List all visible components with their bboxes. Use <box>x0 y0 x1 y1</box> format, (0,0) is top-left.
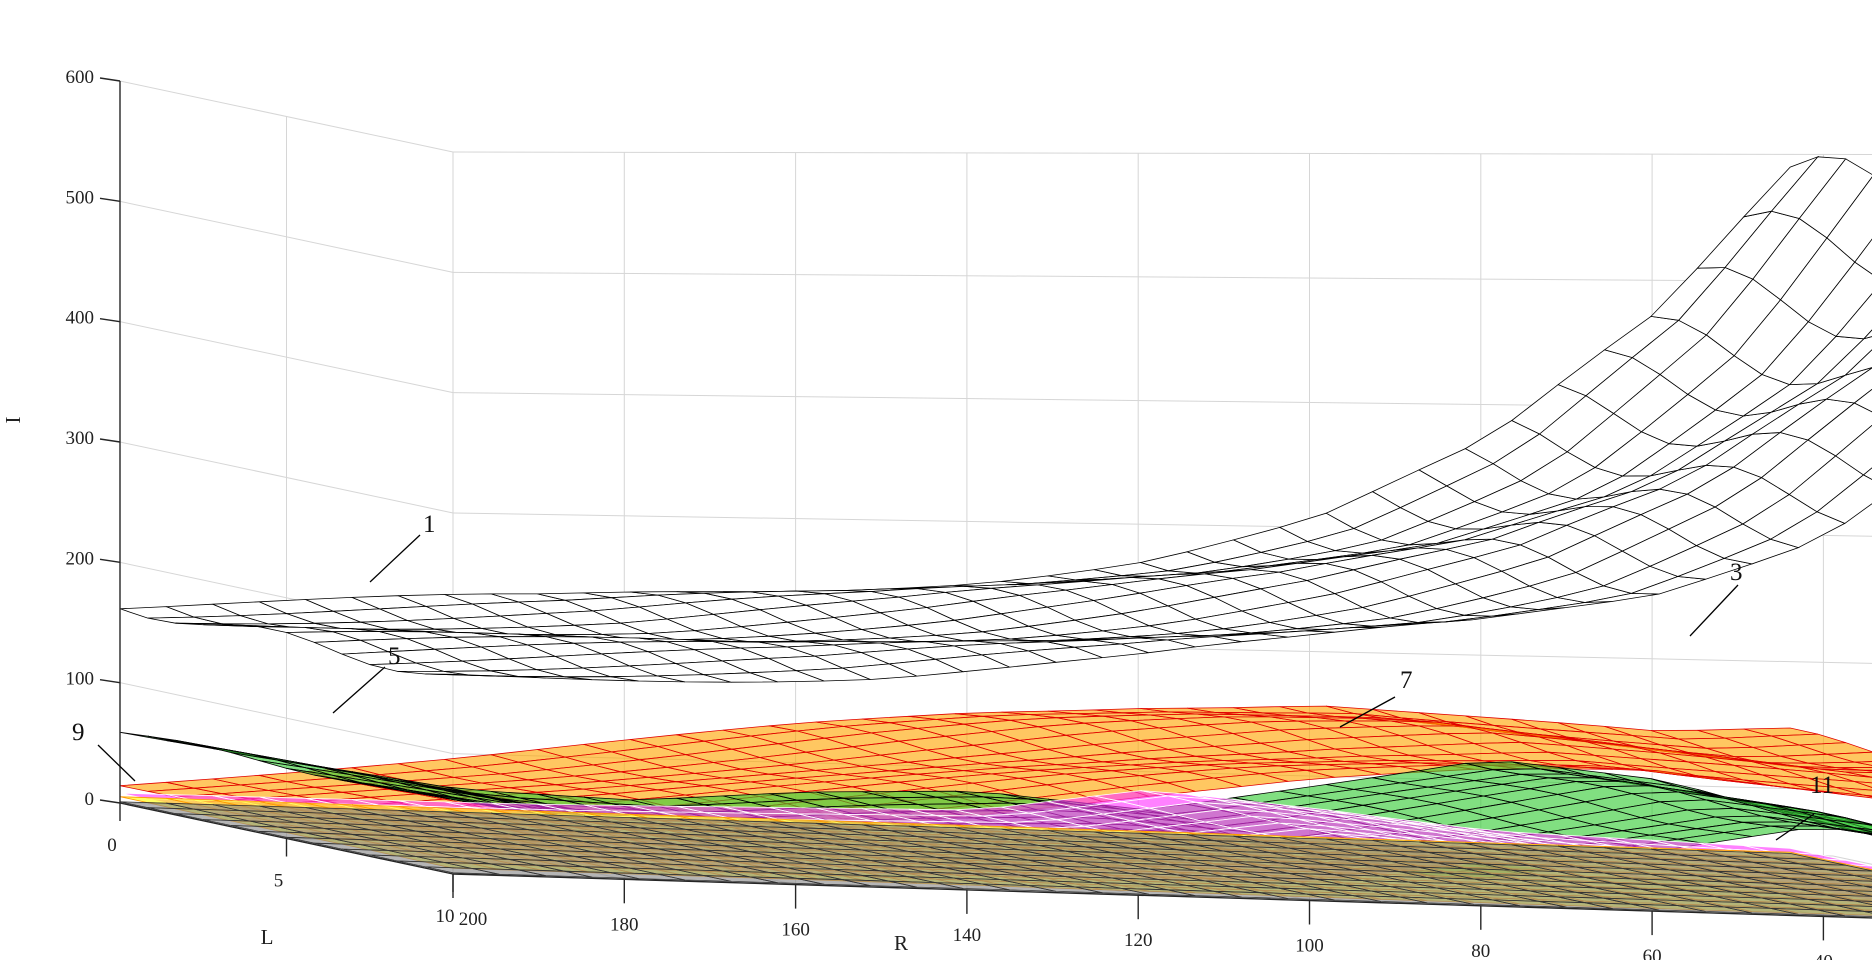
z-tick-label: 500 <box>66 187 95 208</box>
grid-back-z <box>452 151 1872 155</box>
z-tick-label: 0 <box>85 789 95 810</box>
surface-1-patch <box>1844 349 1872 376</box>
surface-1-patch <box>1853 388 1872 413</box>
surface-3-patch <box>1835 787 1872 797</box>
z-tick <box>99 438 121 443</box>
z-tick-label: 300 <box>66 428 95 449</box>
z-tick <box>99 799 121 804</box>
surface-3-patch <box>1863 794 1872 798</box>
callout-1-arrow <box>369 534 421 583</box>
x-tick-label: 80 <box>1471 941 1490 960</box>
surface-1-patch <box>1854 238 1872 275</box>
grid-side-z <box>119 80 454 153</box>
y-axis-label: L <box>261 925 274 949</box>
surface-5-patch <box>1826 819 1872 831</box>
surface-meshes <box>119 155 1872 918</box>
callout-9-arrow <box>97 744 136 782</box>
surface-5-patch <box>1798 811 1872 826</box>
surface-1-patch <box>1807 261 1872 337</box>
surface-1-patch <box>1798 158 1872 239</box>
callout-9: 9 <box>72 719 85 746</box>
y-tick-label: 5 <box>274 871 284 892</box>
x-tick-label: 200 <box>459 909 488 930</box>
surface-3-patch <box>1845 771 1872 778</box>
surface-3-patch <box>1799 742 1872 755</box>
surface-3-patch <box>1826 751 1872 763</box>
x-tick-label: 140 <box>953 925 982 946</box>
grid-side-z <box>119 441 454 514</box>
surface-3-patch <box>1798 766 1872 778</box>
surface-3-patch <box>1836 767 1872 771</box>
surface-1-patch <box>1807 402 1872 457</box>
z-tick-label: 100 <box>66 669 95 690</box>
z-tick-label: 200 <box>66 548 95 569</box>
z-tick <box>99 317 121 323</box>
surface-1 <box>119 155 1872 683</box>
grid-side-z <box>119 200 454 273</box>
surface-5-patch <box>1854 827 1872 833</box>
y-tick-label: 0 <box>107 835 117 856</box>
x-tick-label: 40 <box>1814 951 1833 960</box>
surface-3-patch <box>1808 761 1872 769</box>
z-tick <box>99 77 121 82</box>
surface-5-patch <box>230 752 306 768</box>
callout-5: 5 <box>388 643 401 670</box>
surface-3-patch <box>1817 790 1872 799</box>
callout-3-arrow <box>1689 584 1739 637</box>
callout-1: 1 <box>423 511 436 538</box>
x-axis-label: R <box>894 931 908 955</box>
grid-back-z <box>452 392 1872 410</box>
z-axis-label: I <box>1 417 25 424</box>
surface-5-patch <box>1807 821 1872 834</box>
grid-side-z <box>119 321 454 394</box>
z-tick-label: 600 <box>66 67 95 88</box>
grid-back-z <box>452 271 1872 283</box>
surface-3-patch <box>1826 772 1872 784</box>
surface-3-patch <box>1863 769 1872 772</box>
surface-3-patch <box>1807 777 1872 791</box>
surface-1-patch <box>1862 467 1872 480</box>
surface-1-patch <box>1826 176 1872 263</box>
x-tick-label: 60 <box>1643 946 1662 960</box>
surface-5-patch <box>1817 825 1872 835</box>
surface-5-patch <box>1845 817 1872 826</box>
callout-5-arrow <box>332 666 386 714</box>
callout-3: 3 <box>1730 559 1743 586</box>
surface-1-patch <box>1825 367 1872 404</box>
x-tick-label: 180 <box>610 914 639 935</box>
z-tick <box>99 558 121 564</box>
z-tick <box>99 678 121 684</box>
x-tick-label: 120 <box>1124 930 1153 951</box>
x-tick-label: 160 <box>781 920 810 941</box>
y-tick-label: 10 <box>436 906 455 927</box>
surface-1-patch <box>1835 293 1872 340</box>
x-tick-label: 100 <box>1295 936 1324 957</box>
surface-1-patch <box>1862 329 1872 340</box>
surface-1-patch <box>1817 336 1872 384</box>
z-tick <box>99 197 121 203</box>
surface-5-patch <box>1863 832 1872 835</box>
callout-11: 11 <box>1810 772 1834 799</box>
surface-1-patch <box>1798 367 1872 405</box>
z-tick-label: 400 <box>66 308 95 329</box>
grid-side-z <box>119 682 454 755</box>
surface-1-patch <box>1816 474 1872 524</box>
surface-3-patch <box>1854 781 1872 788</box>
surface-1-patch <box>1835 424 1872 476</box>
surface-3-patch <box>1854 761 1872 766</box>
callout-7: 7 <box>1400 667 1413 694</box>
